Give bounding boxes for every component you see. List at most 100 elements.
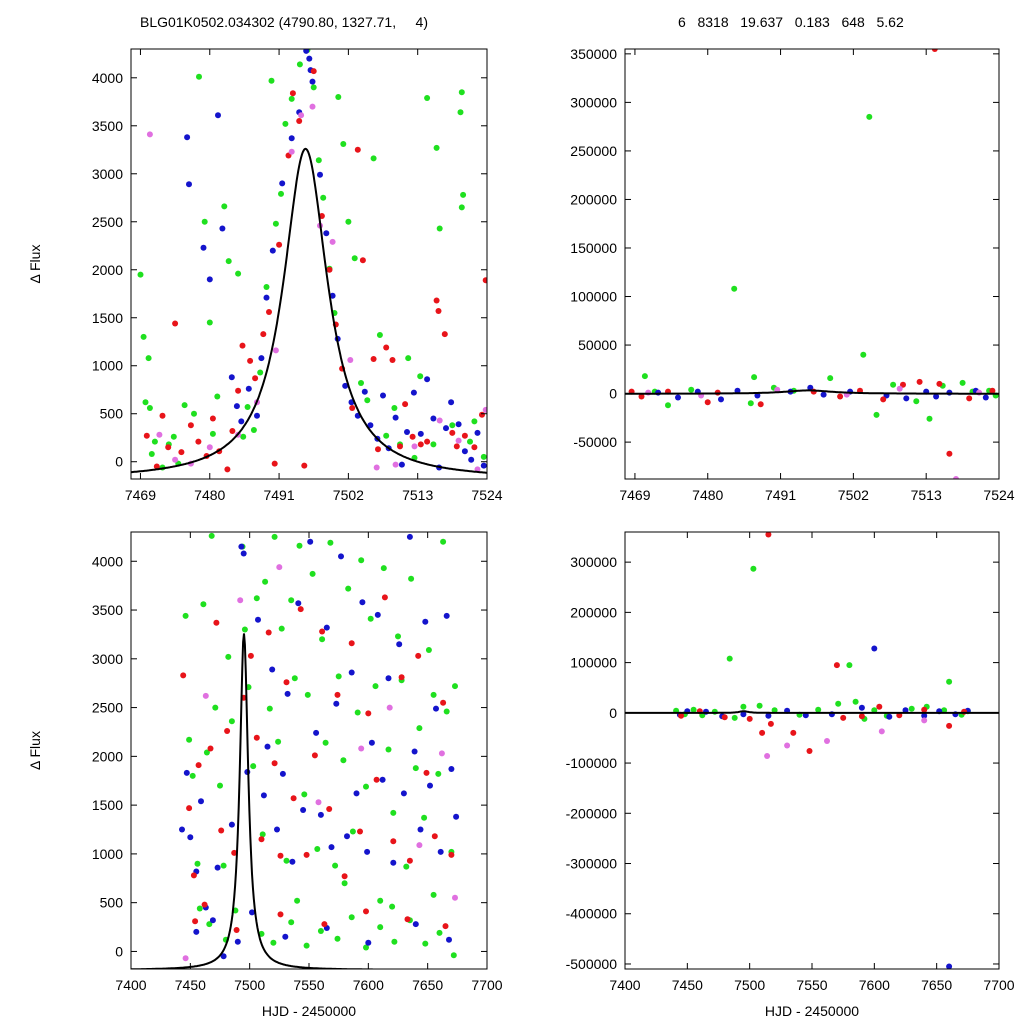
data-point-blue <box>361 388 368 395</box>
data-point-red <box>348 640 355 647</box>
data-point-green <box>146 405 153 411</box>
data-point-red <box>258 836 265 843</box>
data-point-green <box>941 707 948 714</box>
data-point-violet <box>896 385 903 392</box>
data-point-blue <box>269 666 276 673</box>
y-tick-label: 3000 <box>92 166 123 182</box>
data-point-red <box>253 734 260 741</box>
data-point-blue <box>404 429 410 435</box>
data-point-red <box>365 710 372 717</box>
data-point-green <box>332 862 339 869</box>
data-point-blue <box>455 421 462 428</box>
data-point-red <box>448 851 455 858</box>
x-tick-label: 7469 <box>619 487 650 503</box>
data-point-red <box>404 916 411 923</box>
data-point-red <box>383 344 390 351</box>
data-point-green <box>354 709 361 716</box>
y-tick-label: 3500 <box>92 602 123 618</box>
data-point-green <box>471 418 478 425</box>
y-tick-label: 0 <box>609 705 617 721</box>
data-point-red <box>461 432 468 439</box>
data-point-blue <box>260 792 267 799</box>
data-point-green <box>319 636 326 643</box>
data-point-green <box>377 924 384 931</box>
data-point-green <box>372 683 379 690</box>
data-point-green <box>217 782 223 789</box>
y-tick-label: 500 <box>100 895 124 911</box>
x-axis-label: HJD - 2450000 <box>262 1003 356 1019</box>
model-curve <box>625 389 999 395</box>
y-axis-label: Δ Flux <box>27 731 43 770</box>
data-point-red <box>260 331 267 338</box>
data-point-red <box>357 828 363 835</box>
data-point-green <box>436 225 443 232</box>
data-point-green <box>266 705 273 712</box>
data-point-green <box>291 675 298 682</box>
data-point-green <box>358 380 364 386</box>
data-point-blue <box>385 675 392 682</box>
data-point-blue <box>254 412 260 419</box>
data-point-blue <box>433 705 439 712</box>
data-point-violet <box>288 148 295 155</box>
data-point-blue <box>364 848 371 855</box>
x-axis-label: HJD - 2450000 <box>765 1003 859 1019</box>
data-point-green <box>335 94 342 100</box>
data-point-green <box>170 433 177 440</box>
plot-frame <box>130 48 488 480</box>
data-point-blue <box>338 553 344 560</box>
data-point-red <box>381 594 388 601</box>
data-point-green <box>145 355 152 362</box>
data-point-green <box>317 928 324 934</box>
data-point-red <box>266 309 272 315</box>
data-point-blue <box>396 641 403 648</box>
data-point-green <box>358 557 365 564</box>
y-tick-label: 4000 <box>92 70 123 86</box>
data-point-green <box>259 831 266 838</box>
data-point-red <box>409 433 416 440</box>
panel-bottom-right: 7400 7450 7500 7550 7600 7650 7700 -500000 -4000… <box>566 531 1015 1019</box>
data-point-green <box>380 565 387 572</box>
data-point-red <box>721 714 728 721</box>
data-point-red <box>326 266 333 273</box>
data-point-red <box>277 852 284 859</box>
data-point-blue <box>410 389 417 396</box>
y-tick-label: 300000 <box>570 554 617 570</box>
data-point-red <box>172 320 179 327</box>
data-point-red <box>806 748 813 754</box>
y-tick-label: 0 <box>115 454 123 470</box>
data-point-green <box>181 402 188 409</box>
data-point-green <box>189 772 196 779</box>
data-point-red <box>195 438 202 445</box>
x-tick-label: 7524 <box>983 487 1014 503</box>
data-point-green <box>913 398 920 405</box>
x-tick-label: 7450 <box>175 977 206 993</box>
data-point-green <box>191 410 197 417</box>
data-point-red <box>218 827 225 834</box>
data-point-green <box>221 203 228 210</box>
data-point-green <box>186 736 193 743</box>
y-tick-label: 1500 <box>92 797 123 813</box>
data-point-red <box>638 393 645 400</box>
data-point-green <box>348 914 355 921</box>
data-point-violet <box>784 742 791 749</box>
data-point-violet <box>182 955 189 962</box>
data-point-green <box>908 705 915 712</box>
data-point-green <box>890 381 897 388</box>
data-point-red <box>153 463 160 470</box>
x-tick-label: 7491 <box>765 487 796 503</box>
y-tick-label: 3500 <box>92 118 123 134</box>
y-tick-label: -300000 <box>566 856 618 872</box>
data-point-violet <box>482 406 487 413</box>
y-tick-label: 150000 <box>570 240 617 256</box>
plot-frame <box>624 48 1000 480</box>
data-point-green <box>449 422 456 429</box>
data-point-blue <box>406 533 413 540</box>
data-point-red <box>310 68 317 75</box>
data-point-green <box>270 939 277 946</box>
data-point-green <box>390 809 397 816</box>
data-point-red <box>837 393 844 400</box>
data-point-blue <box>921 712 928 719</box>
data-point-blue <box>238 418 245 425</box>
data-point-green <box>275 738 282 745</box>
data-point-violet <box>358 745 365 752</box>
